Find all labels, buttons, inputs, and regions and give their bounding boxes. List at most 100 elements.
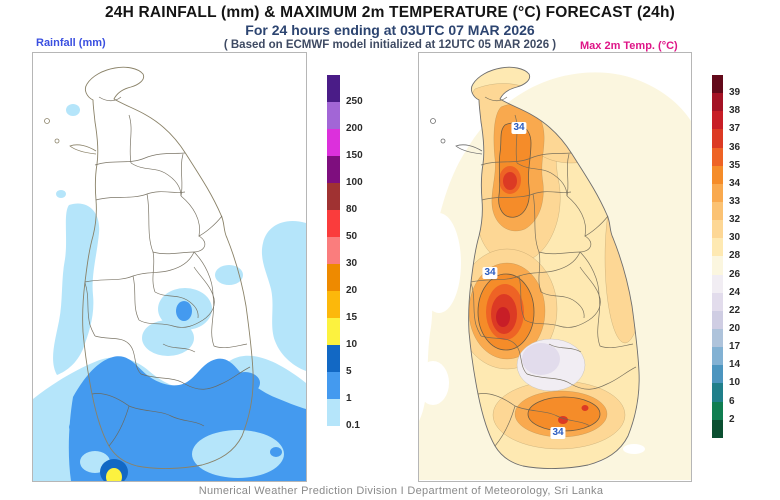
legend-label: 10: [346, 339, 358, 350]
legend-label: 150: [346, 150, 363, 161]
cool-patch: [516, 338, 586, 392]
legend-swatch: [327, 399, 340, 426]
legend-label: 100: [346, 177, 363, 188]
rainfall-legend-item: 30: [327, 237, 357, 269]
temperature-panel-label: Max 2m Temp. (°C): [580, 40, 678, 52]
temperature-legend-item: 26: [712, 256, 740, 279]
legend-label: 5: [346, 366, 352, 377]
legend-label: 22: [729, 304, 741, 316]
legend-swatch: [327, 156, 340, 183]
legend-label: 28: [729, 250, 741, 262]
legend-label: 0.1: [346, 420, 360, 431]
temperature-legend-item: 38: [712, 93, 740, 116]
legend-swatch: [712, 256, 723, 275]
temperature-legend-item: 36: [712, 129, 740, 152]
legend-label: 200: [346, 123, 363, 134]
rainfall-legend-item: 15: [327, 291, 357, 323]
rainfall-map: [32, 52, 307, 482]
rainfall-legend-item: 250: [327, 75, 363, 107]
legend-swatch: [712, 383, 723, 402]
legend-swatch: [327, 102, 340, 129]
temperature-legend-item: 32: [712, 201, 740, 225]
legend-swatch: [712, 147, 723, 166]
legend-label: 250: [346, 96, 363, 107]
temperature-legend-item: 17: [712, 328, 740, 352]
temperature-legend-item: 33: [712, 183, 740, 206]
rainfall-legend-item: 50: [327, 210, 357, 242]
legend-swatch: [712, 220, 723, 239]
temperature-legend-item: 37: [712, 111, 740, 134]
temperature-legend-item: 28: [712, 238, 740, 261]
temperature-legend-item: 24: [712, 274, 740, 297]
temperature-map-canvas: [419, 66, 691, 481]
legend-label: 36: [729, 141, 741, 153]
legend-swatch: [712, 328, 723, 348]
rainfall-legend-item: 10: [327, 318, 357, 350]
rainfall-legend-item: 200: [327, 102, 363, 134]
rainfall-legend-item: 5: [327, 345, 352, 377]
legend-swatch: [327, 183, 340, 210]
legend-label: 38: [729, 105, 741, 117]
temperature-legend: 39 38 37 36 35 34 33: [712, 75, 740, 438]
legend-swatch: [712, 201, 723, 221]
legend-label: 35: [729, 159, 741, 171]
legend-label: 26: [729, 268, 741, 280]
legend-swatch: [327, 129, 340, 156]
temperature-legend-item: 22: [712, 292, 740, 315]
legend-swatch: [712, 310, 723, 329]
legend-swatch: [327, 372, 340, 399]
legend-swatch: [712, 347, 723, 366]
footer-credit: Numerical Weather Prediction Division I …: [198, 485, 604, 497]
legend-label: 33: [729, 195, 741, 207]
contour-label-central: 34: [482, 267, 498, 279]
legend-swatch: [327, 264, 340, 291]
legend-swatch: [327, 237, 340, 264]
temperature-legend-item: 34: [712, 165, 740, 188]
temperature-legend-item: [712, 419, 723, 438]
legend-swatch: [712, 274, 723, 293]
legend-label: 39: [729, 87, 741, 99]
hot-cores: [486, 166, 589, 424]
legend-label: 6: [729, 395, 735, 407]
legend-swatch: [712, 401, 723, 420]
legend-swatch: [712, 93, 723, 112]
temperature-map: 34 34 34: [418, 52, 692, 482]
rainfall-panel-label: Rainfall (mm): [36, 37, 106, 49]
rainfall-legend-item: 100: [327, 156, 363, 188]
rain-core-max: [106, 468, 122, 481]
legend-swatch: [712, 75, 723, 94]
temperature-legend-item: 20: [712, 310, 740, 333]
legend-label: 30: [346, 258, 358, 269]
rainfall-legend-item: 80: [327, 183, 357, 215]
temperature-field: [419, 67, 691, 481]
legend-swatch: [327, 318, 340, 345]
temperature-legend-item: 2: [712, 401, 735, 424]
legend-label: 15: [346, 312, 358, 323]
islets-outline: [44, 118, 97, 155]
rainfall-legend-item: 150: [327, 129, 363, 161]
legend-swatch: [327, 291, 340, 318]
contour-label-north: 34: [511, 122, 527, 134]
page-title: 24H RAINFALL (mm) & MAXIMUM 2m TEMPERATU…: [104, 4, 675, 21]
legend-label: 20: [729, 322, 741, 334]
forecast-period: For 24 hours ending at 03UTC 07 MAR 2026: [245, 22, 535, 38]
legend-label: 32: [729, 214, 741, 226]
temperature-legend-item: 30: [712, 220, 740, 243]
rainfall-legend-item: 20: [327, 264, 357, 296]
legend-swatch: [327, 75, 340, 102]
temperature-legend-item: 35: [712, 147, 740, 170]
rainfall-map-canvas: [33, 66, 306, 481]
temperature-legend-item: 14: [712, 347, 740, 370]
temperature-legend-item: 6: [712, 383, 735, 406]
legend-label: 17: [729, 341, 741, 353]
legend-label: 10: [729, 377, 741, 389]
legend-label: 24: [729, 286, 741, 298]
legend-label: 50: [346, 231, 358, 242]
legend-swatch: [712, 165, 723, 184]
legend-swatch: [327, 345, 340, 372]
temperature-legend-item: 10: [712, 365, 740, 388]
legend-label: 80: [346, 204, 358, 215]
contour-label-south: 34: [550, 427, 566, 439]
legend-swatch: [712, 111, 723, 130]
